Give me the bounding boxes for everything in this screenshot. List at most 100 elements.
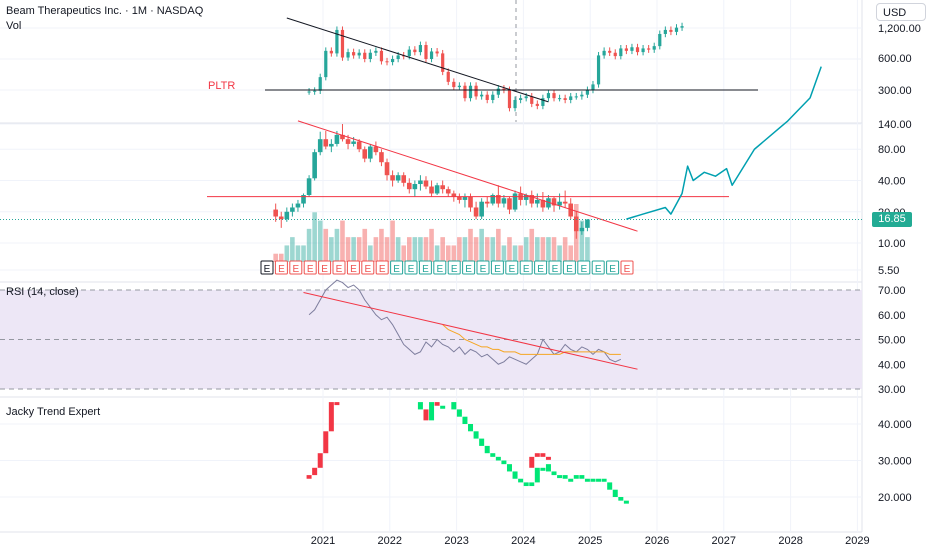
volume-bar (518, 245, 523, 262)
pltr-candle (641, 48, 645, 53)
volume-bar (585, 237, 590, 262)
candle-body (334, 134, 340, 144)
volume-bar (290, 237, 295, 262)
chart-title[interactable]: Beam Therapeutics Inc. · 1M · NASDAQ (6, 5, 204, 17)
pltr-candle (608, 50, 612, 53)
pltr-axis-label: 1,200.00 (878, 23, 921, 35)
pltr-candle (630, 47, 634, 51)
candle-body (362, 149, 368, 159)
jacky-bar (601, 478, 607, 482)
earnings-marker-label: E (336, 264, 343, 275)
volume-bar (512, 245, 518, 262)
earnings-marker-label: E (321, 264, 328, 275)
earnings-marker (476, 260, 490, 275)
pltr-candle (324, 50, 328, 78)
candle-body (401, 175, 407, 183)
pltr-candle (530, 96, 534, 104)
jacky-bar (473, 431, 479, 439)
volume-bar (278, 253, 284, 262)
candle-body (484, 201, 490, 204)
currency-selector[interactable]: USD (876, 3, 926, 21)
volume-legend[interactable]: Vol (6, 20, 22, 32)
volume-bar (340, 220, 345, 262)
candle-body (406, 182, 412, 190)
candle-body (579, 227, 585, 232)
jacky-bar (529, 482, 535, 487)
earnings-marker-label: E (537, 264, 544, 275)
pltr-candle (619, 48, 623, 57)
price-axis-label: 80.00 (878, 144, 906, 156)
jacky-bar (518, 478, 524, 483)
pltr-candle (546, 93, 551, 99)
jacky-bar (596, 478, 602, 482)
pltr-candle (457, 85, 461, 88)
jacky-bar (484, 445, 490, 454)
price-axis-label: 5.50 (878, 265, 899, 277)
pltr-candle (496, 88, 500, 95)
rsi-axis-label: 30.00 (878, 384, 906, 396)
jacky-legend[interactable]: Jacky Trend Expert (6, 406, 101, 418)
volume-bar (418, 237, 423, 262)
volume-bars (273, 204, 590, 262)
pltr-candle (363, 52, 367, 59)
earnings-marker-label: E (465, 264, 472, 275)
pltr-candle (374, 50, 378, 53)
pltr-candle (557, 98, 562, 100)
earnings-marker (303, 260, 317, 275)
volume-bar (401, 245, 407, 262)
earnings-marker (404, 260, 418, 275)
volume-bar (356, 237, 362, 262)
pltr-candle (396, 55, 400, 59)
earnings-marker (346, 260, 360, 275)
pltr-candle (596, 55, 601, 85)
jacky-bar (334, 402, 340, 406)
pltr-candle (674, 27, 679, 32)
jacky-bar (456, 409, 462, 417)
volume-bar (507, 237, 512, 262)
drawings[interactable] (0, 66, 862, 232)
pltr-candle (407, 49, 411, 57)
rsi-axis-label: 50.00 (878, 335, 906, 347)
candle-body (295, 203, 301, 208)
pltr-candle (502, 88, 506, 90)
volume-bar (406, 237, 412, 262)
earnings-marker (490, 260, 504, 275)
pltr-candle (441, 53, 445, 72)
jacky-bar (328, 402, 334, 432)
pltr-candle (624, 48, 628, 51)
volume-bar (379, 228, 384, 262)
pltr-candle (352, 52, 356, 56)
candle-body (379, 152, 384, 163)
earnings-marker-label: E (422, 264, 429, 275)
volume-bar (329, 237, 334, 262)
earnings-marker-label: E (393, 264, 400, 275)
earnings-marker (577, 260, 591, 275)
volume-bar (362, 228, 368, 262)
candle-body (490, 195, 496, 204)
earnings-marker (505, 260, 519, 275)
jacky-bar (423, 409, 429, 421)
candle-body (345, 139, 351, 144)
candle-body (368, 146, 373, 159)
candle-body (529, 195, 535, 204)
volume-bar (579, 220, 585, 262)
earnings-marker-label: E (350, 264, 357, 275)
rsi-band (0, 289, 862, 390)
rsi-axis-label: 40.00 (878, 359, 906, 371)
volume-bar (423, 237, 429, 262)
pltr-candle (663, 29, 667, 34)
earnings-marker-label: E (307, 264, 314, 275)
candle-body (278, 216, 284, 220)
pltr-candle (652, 46, 656, 50)
volume-bar (273, 253, 278, 262)
jacky-bar (568, 478, 574, 482)
pltr-overlay: PLTR (208, 17, 758, 112)
jacky-bar (462, 416, 468, 424)
pltr-label: PLTR (208, 80, 235, 92)
jacky-bar (545, 456, 551, 460)
rsi-legend[interactable]: RSI (14, close) (6, 286, 79, 298)
volume-bar (412, 237, 418, 262)
rsi-axis-label: 60.00 (878, 310, 906, 322)
